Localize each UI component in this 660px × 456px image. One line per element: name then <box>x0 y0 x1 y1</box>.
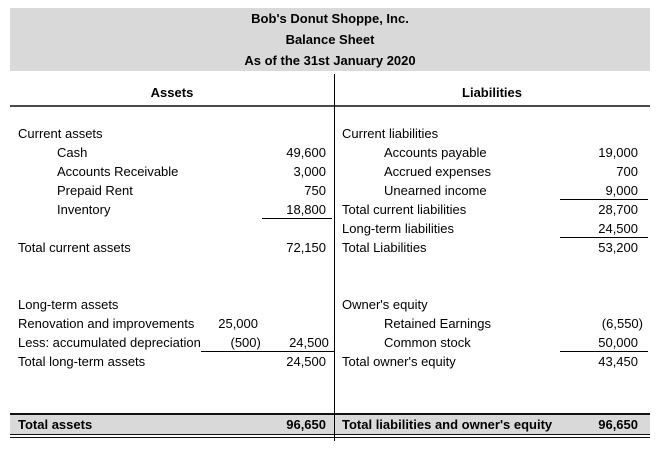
sheet-body: Current assets Current liabilities Cash … <box>10 124 650 409</box>
longterm-liabilities-amount: 24,500 <box>560 219 648 238</box>
column-divider <box>334 74 335 441</box>
total-liabilities-equity-amount: 96,650 <box>598 417 638 432</box>
prepaid-rent-label: Prepaid Rent <box>57 183 133 198</box>
longterm-assets-heading: Long-term assets <box>18 297 119 312</box>
accounts-payable-amount: 19,000 <box>598 145 638 160</box>
accumulated-depreciation-cost: (500) <box>230 334 261 350</box>
accounts-payable-label: Accounts payable <box>384 145 487 160</box>
total-longterm-assets-amount: 24,500 <box>286 354 326 369</box>
accumulated-depreciation-label: Less: accumulated depreciation <box>18 335 201 350</box>
total-owners-equity-amount: 43,450 <box>598 354 638 369</box>
renovation-cost: 25,000 <box>218 316 258 331</box>
total-liabilities-label: Total Liabilities <box>342 240 427 255</box>
current-liabilities-heading: Current liabilities <box>342 126 439 141</box>
totals-longterm-row: Total long-term assets 24,500 Total owne… <box>10 352 650 371</box>
spacer-row <box>10 390 650 409</box>
double-underline <box>10 435 650 438</box>
total-current-liabilities-label: Total current liabilities <box>342 202 467 217</box>
current-assets-heading: Current assets <box>18 126 103 141</box>
total-current-assets-amount: 72,150 <box>286 240 326 255</box>
owners-equity-heading: Owner's equity <box>342 297 428 312</box>
common-stock-amount: 50,000 <box>560 333 648 352</box>
inventory-totalcurrentliab-row: Inventory 18,800 Total current liabiliti… <box>10 200 650 219</box>
longterm-liabilities-row: Long-term liabilities 24,500 <box>10 219 650 238</box>
inventory-amount: 18,800 <box>262 200 332 219</box>
total-liabilities-equity-label: Total liabilities and owner's equity <box>342 417 553 432</box>
accounts-receivable-label: Accounts Receivable <box>57 164 179 179</box>
totals-current-row: Total current assets 72,150 Total Liabil… <box>10 238 650 257</box>
common-stock-label: Common stock <box>384 335 471 350</box>
unearned-income-amount: 9,000 <box>560 181 648 200</box>
receivable-accrued-row: Accounts Receivable 3,000 Accrued expens… <box>10 162 650 181</box>
longterm-liabilities-label: Long-term liabilities <box>342 221 454 236</box>
total-assets-amount: 96,650 <box>286 417 326 432</box>
report-date: As of the 31st January 2020 <box>244 53 416 68</box>
grand-total-row: Total assets 96,650 Total liabilities an… <box>10 413 650 435</box>
renovation-retained-row: Renovation and improvements 25,000 Retai… <box>10 314 650 333</box>
accrued-expenses-amount: 700 <box>616 164 638 179</box>
accrued-expenses-label: Accrued expenses <box>384 164 491 179</box>
spacer-row <box>10 276 650 295</box>
company-name: Bob's Donut Shoppe, Inc. <box>251 11 409 26</box>
accounts-receivable-amount: 3,000 <box>293 164 326 179</box>
total-owners-equity-label: Total owner's equity <box>342 354 456 369</box>
cash-payable-row: Cash 49,600 Accounts payable 19,000 <box>10 143 650 162</box>
title-block: Bob's Donut Shoppe, Inc. Balance Sheet A… <box>10 8 650 71</box>
depreciation-commonstock-row: Less: accumulated depreciation (500) 24,5… <box>10 333 650 352</box>
spacer-row <box>10 371 650 390</box>
column-headers: Assets Liabilities <box>10 79 650 107</box>
total-current-liabilities-amount: 28,700 <box>598 202 638 217</box>
section-heading-row-2: Long-term assets Owner's equity <box>10 295 650 314</box>
section-heading-row: Current assets Current liabilities <box>10 124 650 143</box>
total-current-assets-label: Total current assets <box>18 240 131 255</box>
report-title: Balance Sheet <box>285 32 375 47</box>
renovation-net <box>262 314 332 333</box>
assets-column-header: Assets <box>150 85 194 100</box>
liabilities-column-header: Liabilities <box>462 85 522 100</box>
total-liabilities-amount: 53,200 <box>598 240 638 255</box>
cash-amount: 49,600 <box>286 145 326 160</box>
prepaid-rent-amount: 750 <box>304 183 326 198</box>
total-assets-label: Total assets <box>18 417 93 432</box>
retained-earnings-amount: (6,550) <box>601 316 643 331</box>
renovation-label: Renovation and improvements <box>18 316 195 331</box>
total-longterm-assets-label: Total long-term assets <box>18 354 146 369</box>
retained-earnings-label: Retained Earnings <box>384 316 491 331</box>
longterm-assets-net: 24,500 <box>289 334 329 350</box>
cash-label: Cash <box>57 145 88 160</box>
unearned-income-label: Unearned income <box>384 183 487 198</box>
balance-sheet: Bob's Donut Shoppe, Inc. Balance Sheet A… <box>10 8 650 441</box>
inventory-label: Inventory <box>57 202 111 217</box>
prepaid-unearned-row: Prepaid Rent 750 Unearned income 9,000 <box>10 181 650 200</box>
spacer-row <box>10 257 650 276</box>
